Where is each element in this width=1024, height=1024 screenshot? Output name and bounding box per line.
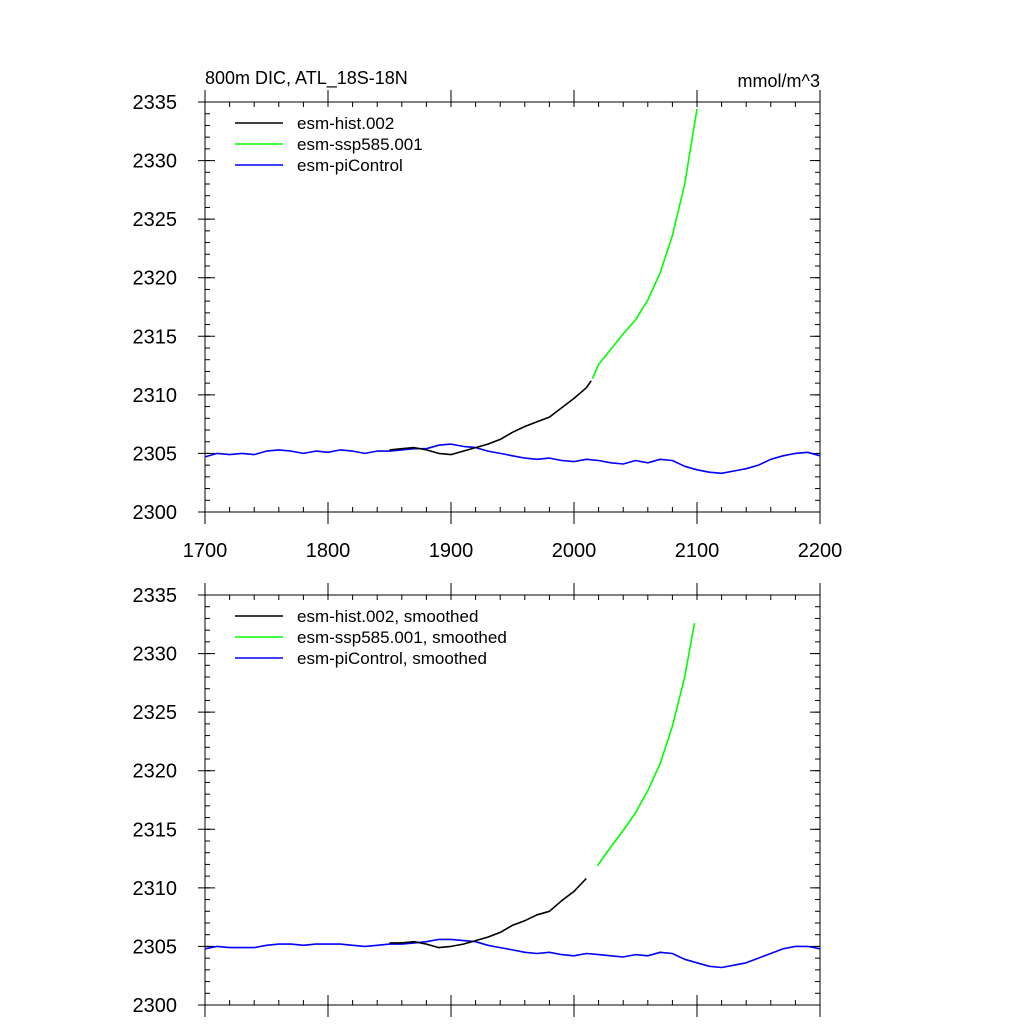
y-tick-label: 2335 (133, 92, 178, 114)
x-tick-label: 2000 (552, 540, 597, 562)
y-tick-label: 2320 (133, 761, 178, 783)
x-tick-label: 1700 (183, 540, 228, 562)
series-line-esm-hist-002-smoothed (389, 877, 587, 949)
chart-panel-2: 2300 2305 2310 2315 2320 2325 2330 2335 esm-hist… (133, 583, 821, 1017)
y-tick-label: 2325 (133, 209, 178, 231)
series-line-esm-hist-002 (389, 380, 592, 456)
legend-label: esm-piControl (297, 156, 403, 175)
x-tick-label: 2100 (675, 540, 720, 562)
legend-label: esm-ssp585.001 (297, 135, 423, 154)
y-tick-label: 2325 (133, 702, 178, 724)
units-label: mmol/m^3 (738, 71, 820, 91)
y-tick-label: 2330 (133, 151, 178, 173)
series-line-esm-ssp585-001 (591, 108, 698, 379)
series-line-esm-picontrol-smoothed (204, 938, 821, 969)
x-tick-label: 1800 (306, 540, 351, 562)
y-tick-label: 2305 (133, 936, 178, 958)
chart-panel-1: 2300 2305 2310 2315 2320 2325 2330 2335 1700 1800… (133, 68, 843, 562)
y-tick-label: 2315 (133, 819, 178, 841)
plot-frame (204, 101, 821, 513)
y-tick-label: 2315 (133, 326, 178, 348)
y-tick-label: 2330 (133, 644, 178, 666)
x-tick-label: 1900 (429, 540, 474, 562)
series-line-esm-picontrol (204, 443, 821, 475)
series-line-esm-ssp585-001-smoothed (596, 622, 696, 867)
y-tick-label: 2300 (133, 995, 178, 1017)
legend-label: esm-piControl, smoothed (297, 649, 487, 668)
legend: esm-hist.002, smoothed esm-ssp585.001, sm… (235, 607, 507, 668)
y-tick-label: 2320 (133, 268, 178, 290)
y-tick-label: 2300 (133, 502, 178, 524)
plot-frame (204, 594, 821, 1006)
x-tick-label: 2200 (798, 540, 843, 562)
y-tick-label: 2310 (133, 878, 178, 900)
legend: esm-hist.002 esm-ssp585.001 esm-piControl (235, 114, 423, 175)
y-tick-label: 2335 (133, 585, 178, 607)
legend-label: esm-ssp585.001, smoothed (297, 628, 507, 647)
y-tick-label: 2310 (133, 385, 178, 407)
chart-title: 800m DIC, ATL_18S-18N (205, 68, 408, 89)
legend-label: esm-hist.002 (297, 114, 394, 133)
y-tick-label: 2305 (133, 443, 178, 465)
legend-label: esm-hist.002, smoothed (297, 607, 478, 626)
